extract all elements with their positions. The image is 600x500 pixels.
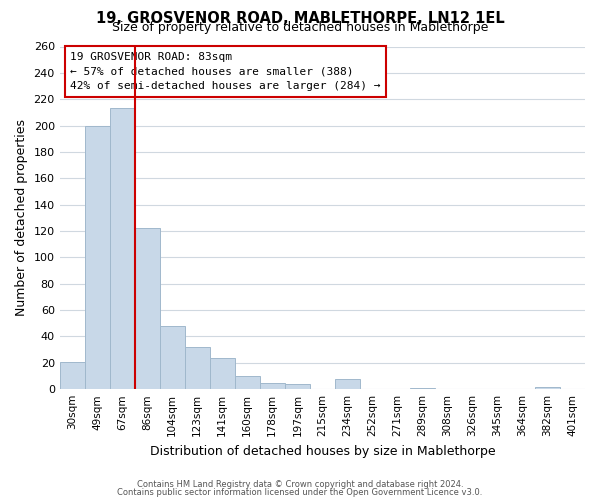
Bar [535, 386, 560, 389]
Bar [135, 228, 160, 389]
Bar [160, 326, 185, 389]
Text: 19, GROSVENOR ROAD, MABLETHORPE, LN12 1EL: 19, GROSVENOR ROAD, MABLETHORPE, LN12 1E… [95, 11, 505, 26]
X-axis label: Distribution of detached houses by size in Mablethorpe: Distribution of detached houses by size … [149, 444, 495, 458]
Bar [110, 108, 135, 389]
Bar [85, 126, 110, 389]
Bar [410, 388, 435, 389]
Bar [235, 376, 260, 389]
Y-axis label: Number of detached properties: Number of detached properties [15, 120, 28, 316]
Bar [185, 347, 210, 389]
Bar [210, 358, 235, 389]
Bar [59, 362, 85, 389]
Text: Contains public sector information licensed under the Open Government Licence v3: Contains public sector information licen… [118, 488, 482, 497]
Bar [260, 382, 285, 389]
Bar [335, 378, 360, 389]
Text: Size of property relative to detached houses in Mablethorpe: Size of property relative to detached ho… [112, 22, 488, 35]
Text: 19 GROSVENOR ROAD: 83sqm
← 57% of detached houses are smaller (388)
42% of semi-: 19 GROSVENOR ROAD: 83sqm ← 57% of detach… [70, 52, 380, 91]
Text: Contains HM Land Registry data © Crown copyright and database right 2024.: Contains HM Land Registry data © Crown c… [137, 480, 463, 489]
Bar [285, 384, 310, 389]
